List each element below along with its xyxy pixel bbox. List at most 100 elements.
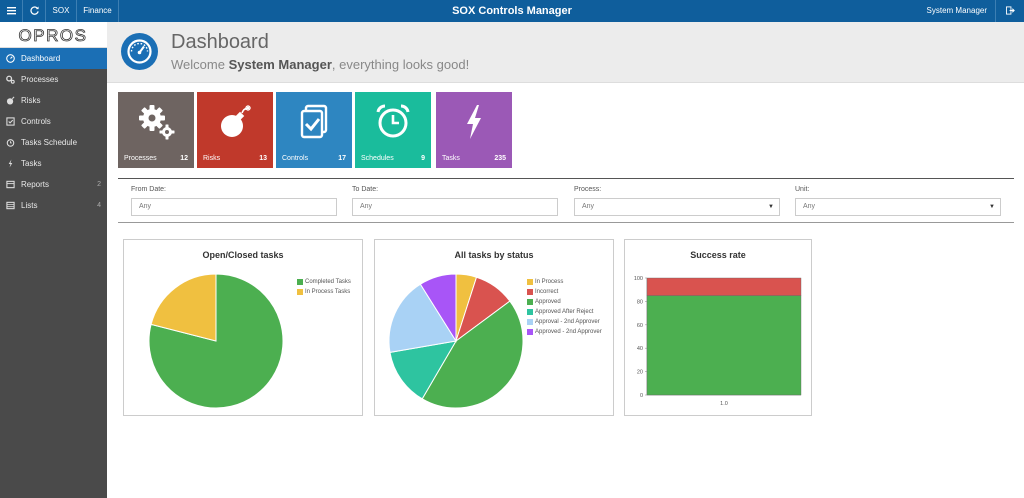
tile-count: 235	[494, 155, 506, 162]
alarm-clock-icon	[6, 139, 15, 147]
pie-slice-approved-after-reject	[389, 340, 457, 400]
sidebar-item-label: Controls	[21, 117, 51, 126]
legend-swatch	[297, 289, 303, 295]
tile-count: 13	[259, 155, 267, 162]
reports-count-badge: 2	[97, 181, 101, 188]
unit-label: Unit:	[795, 186, 810, 193]
bomb-icon	[221, 105, 251, 137]
pie-slice-approval-2nd-approver	[388, 283, 457, 353]
unit-select[interactable]: Any ▼	[795, 198, 1001, 216]
sidebar-item-label: Tasks	[21, 159, 42, 168]
tile-tasks[interactable]: Tasks 235	[436, 92, 512, 168]
y-tick-label: 20	[637, 370, 643, 376]
process-label: Process:	[574, 186, 602, 193]
tile-label: Tasks	[442, 155, 460, 162]
legend-item: In Process Tasks	[297, 288, 351, 298]
sidebar-item-risks[interactable]: Risks	[0, 90, 107, 111]
bomb-icon	[6, 96, 15, 105]
sidebar-item-label: Dashboard	[21, 54, 61, 63]
legend-item: Approved - 2nd Approver	[527, 328, 602, 338]
tile-risks[interactable]: Risks 13	[197, 92, 273, 168]
chart-title: All tasks by status	[454, 250, 534, 260]
sidebar-item-dashboard[interactable]: Dashboard	[0, 48, 107, 69]
sidebar-item-processes[interactable]: Processes	[0, 69, 107, 90]
tile-count: 17	[338, 155, 346, 162]
legend-label: Approved After Reject	[535, 309, 594, 315]
legend-label: Approval - 2nd Approver	[535, 319, 600, 325]
x-tick-label: 1.0	[720, 401, 728, 407]
sidebar-item-controls[interactable]: Controls	[0, 111, 107, 132]
y-tick-label: 100	[634, 276, 643, 282]
dropdown-caret-icon: ▼	[989, 204, 995, 210]
legend-label: Completed Tasks	[305, 279, 351, 285]
legend-swatch	[527, 289, 533, 295]
logout-icon	[1005, 6, 1015, 15]
sidebar-item-label: Reports	[21, 180, 50, 189]
chart-title: Success rate	[690, 250, 746, 260]
tile-label: Risks	[203, 155, 221, 162]
sidebar: OPROS Dashboard Processes Risks Controls…	[0, 22, 107, 498]
bar-segment	[646, 277, 802, 296]
legend-swatch	[527, 299, 533, 305]
sidebar-item-lists[interactable]: Lists 4	[0, 195, 107, 216]
tab-sox[interactable]: SOX	[46, 0, 77, 22]
legend-item: Completed Tasks	[297, 278, 351, 288]
dashboard-icon	[121, 33, 158, 70]
pie-slice-in-process-tasks	[150, 273, 217, 342]
sidebar-item-label: Lists	[21, 201, 38, 210]
page-header: Dashboard Welcome System Manager, everyt…	[107, 22, 1024, 83]
tile-label: Controls	[282, 155, 309, 162]
sidebar-item-reports[interactable]: Reports 2	[0, 174, 107, 195]
logout-button[interactable]	[996, 0, 1024, 22]
user-menu[interactable]: System Manager	[919, 0, 996, 22]
page-title: Dashboard	[171, 31, 269, 53]
legend-item: In Process	[527, 278, 602, 288]
legend-swatch	[527, 309, 533, 315]
tile-label: Processes	[124, 155, 157, 162]
legend-item: Approved After Reject	[527, 308, 602, 318]
process-select[interactable]: Any ▼	[574, 198, 780, 216]
tasks-by-status-pie-chart	[388, 273, 524, 409]
legend-swatch	[527, 329, 533, 335]
legend-swatch	[297, 279, 303, 285]
legend-label: Approved	[535, 299, 561, 305]
gears-icon	[6, 75, 15, 84]
sidebar-item-tasks-schedule[interactable]: Tasks Schedule	[0, 132, 107, 153]
tab-finance[interactable]: Finance	[77, 0, 119, 22]
logo: OPROS	[0, 22, 107, 48]
tile-count: 12	[180, 155, 188, 162]
legend-item: Approved	[527, 298, 602, 308]
app-title: SOX Controls Manager	[452, 5, 572, 17]
svg-text:OPROS: OPROS	[19, 26, 88, 45]
sidebar-item-label: Processes	[21, 75, 59, 84]
dropdown-caret-icon: ▼	[768, 204, 774, 210]
tasks-by-status-chart-panel: All tasks by status In Process Incorrect A…	[374, 239, 614, 416]
tile-schedules[interactable]: Schedules 9	[355, 92, 431, 168]
menu-button[interactable]	[0, 0, 23, 22]
from-date-input[interactable]: Any	[131, 198, 337, 216]
welcome-user-name: System Manager	[228, 57, 332, 72]
legend-item: Approval - 2nd Approver	[527, 318, 602, 328]
tile-controls[interactable]: Controls 17	[276, 92, 352, 168]
divider	[118, 178, 1014, 179]
success-rate-chart-panel: Success rate 0 20 40 60 80 100 1.0	[624, 239, 812, 416]
y-tick-label: 60	[637, 323, 643, 329]
tile-processes[interactable]: Processes 12	[118, 92, 194, 168]
open-closed-chart-panel: Open/Closed tasks Completed Tasks In Proc…	[123, 239, 363, 416]
report-icon	[6, 180, 15, 189]
bolt-icon	[467, 105, 481, 139]
gears-icon	[139, 105, 175, 140]
sidebar-item-tasks[interactable]: Tasks	[0, 153, 107, 174]
pie-slice-approved-2nd-approver	[419, 273, 457, 343]
from-date-label: From Date:	[131, 186, 167, 193]
hamburger-icon	[6, 7, 16, 15]
bar-segment	[646, 295, 802, 396]
tile-label: Schedules	[361, 155, 394, 162]
success-rate-bar-chart: 0 20 40 60 80 100 1.0	[634, 276, 802, 407]
dashboard-icon	[6, 54, 15, 63]
refresh-button[interactable]	[23, 0, 46, 22]
legend-item: Incorrect	[527, 288, 602, 298]
legend-label: Approved - 2nd Approver	[535, 329, 602, 335]
legend-label: Incorrect	[535, 289, 559, 295]
to-date-input[interactable]: Any	[352, 198, 558, 216]
